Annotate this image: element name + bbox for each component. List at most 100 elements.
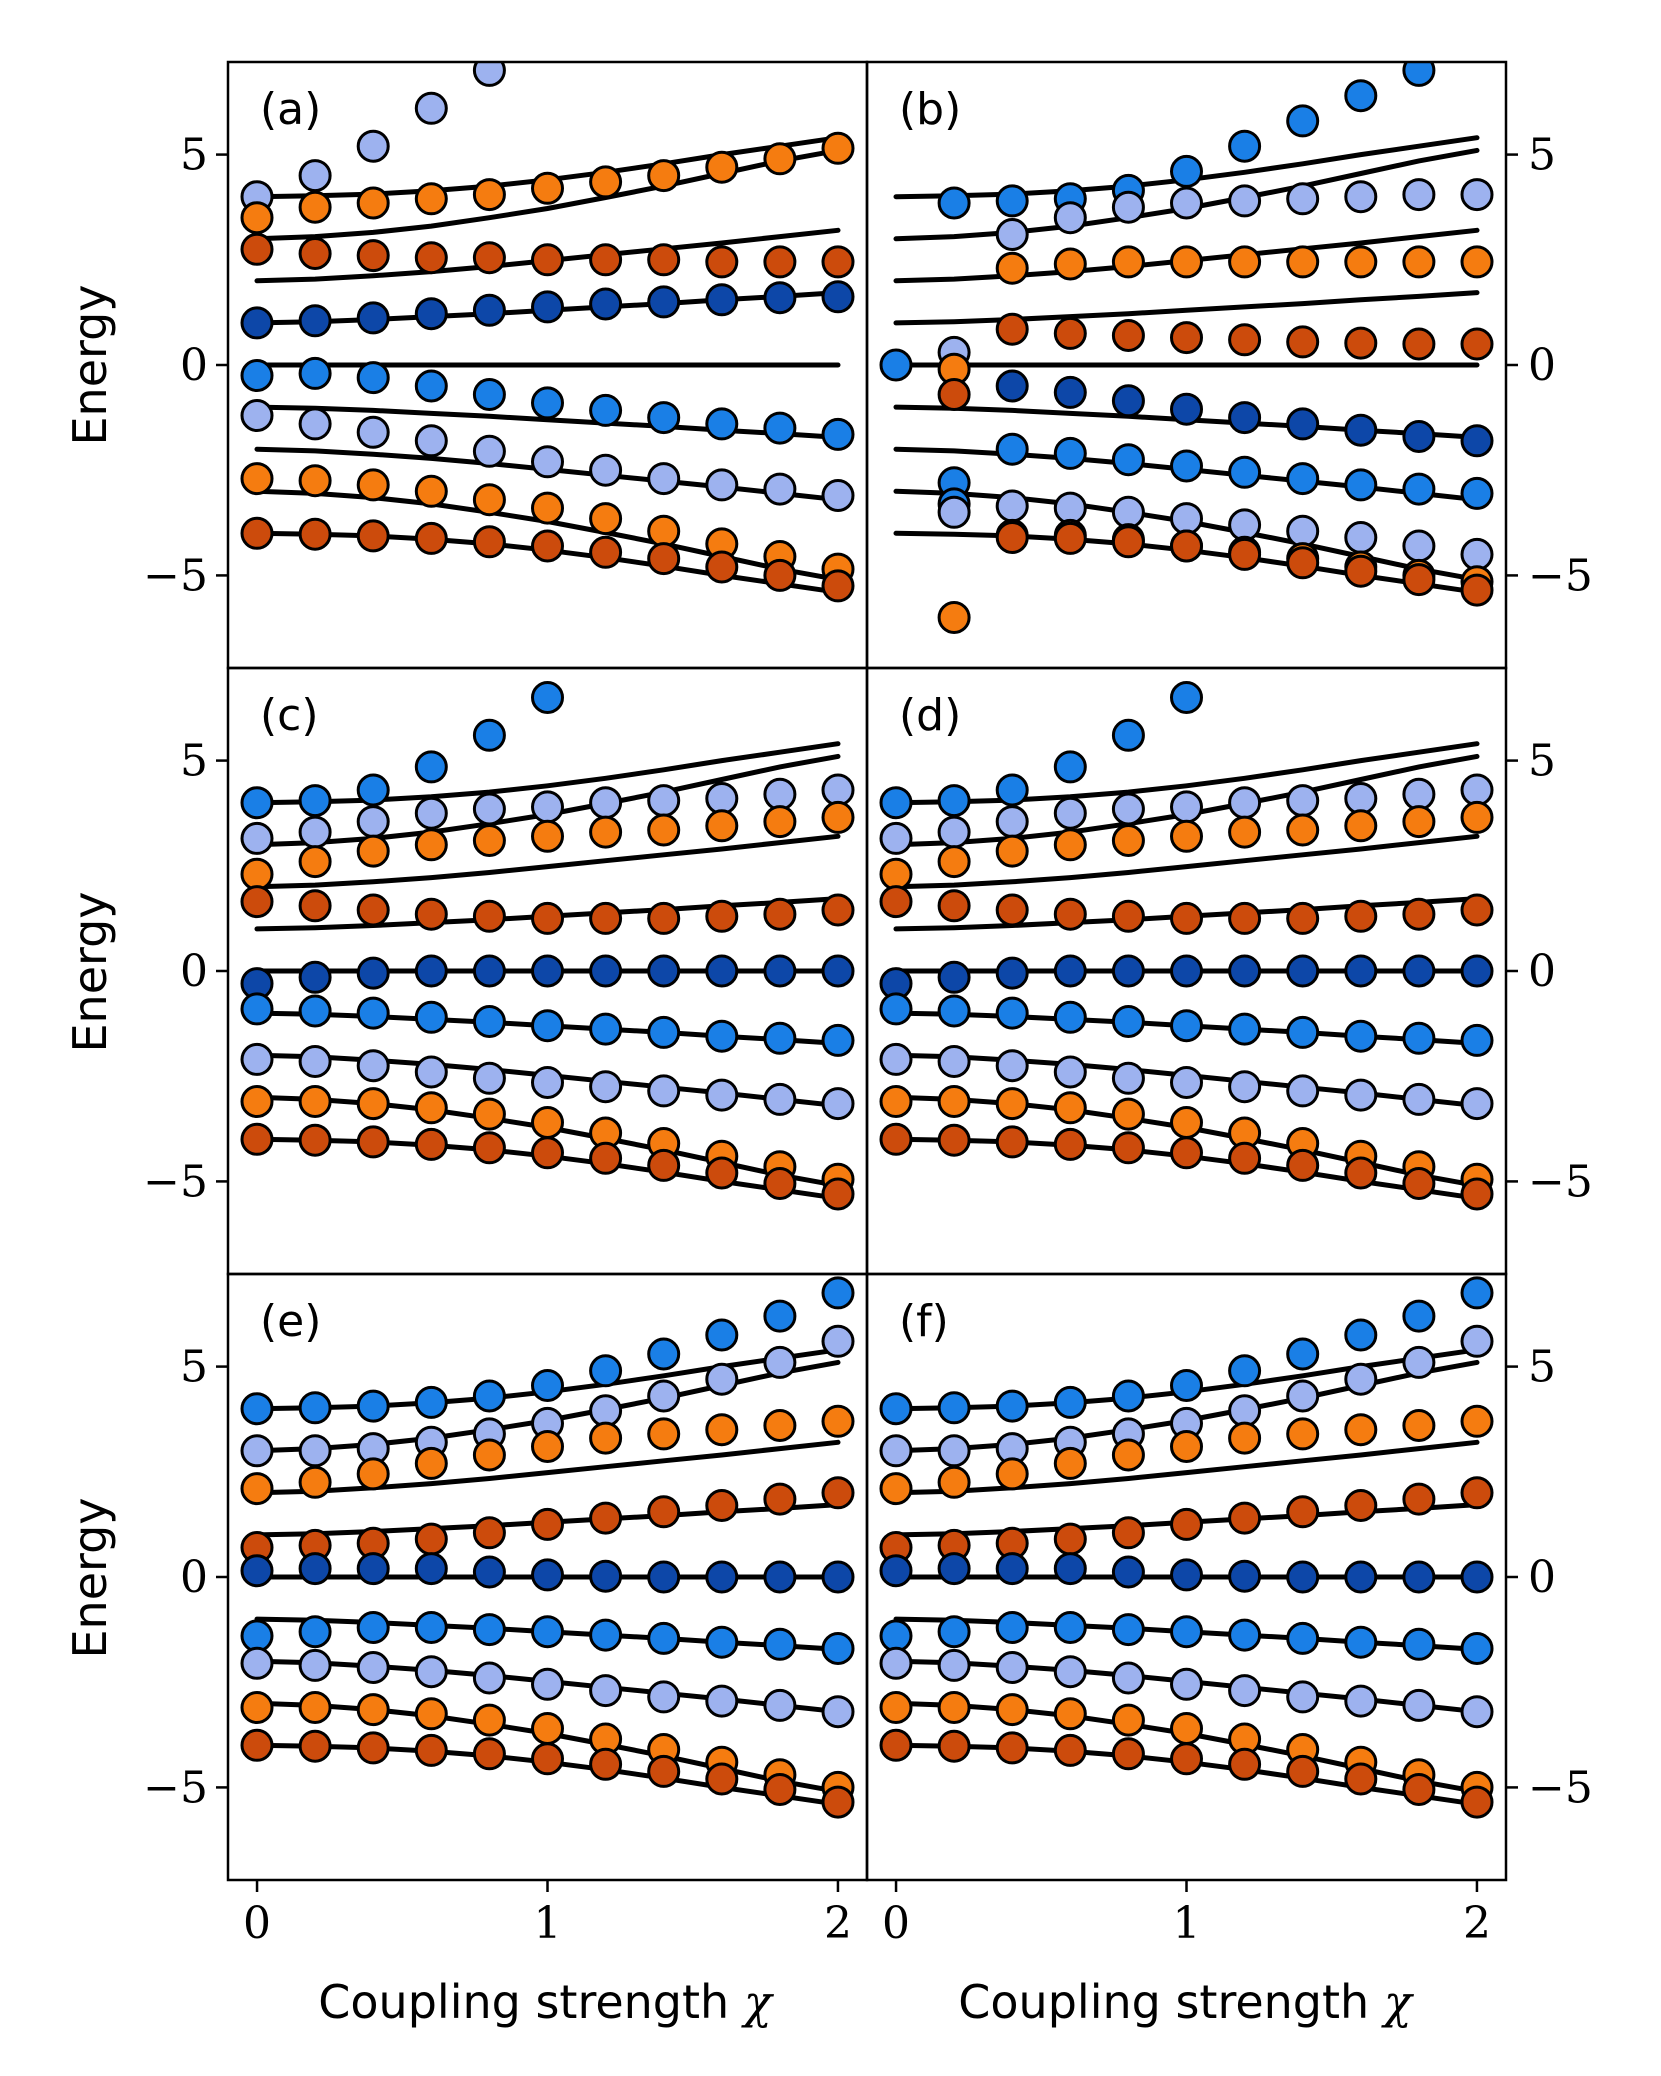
panel-b-point-light_blue-11-9 [1402,529,1436,563]
panel-a-point-orange-6-6 [589,502,623,536]
panel-e-point-blue-0-6 [589,1354,623,1388]
panel-f-point-dark_orange-3-3 [1053,1522,1087,1556]
panel-b-point-orange-2-9 [1402,245,1436,279]
panel-c-ytick-label-1: 0 [180,946,208,997]
panel-a-point-dark_blue-3-4 [472,293,506,327]
panel-b-point-orange-2-8 [1344,245,1378,279]
panel-a-point-dark_blue-3-10 [821,280,855,314]
panel-a-point-dark_orange-2-3 [414,241,448,275]
panel-a-point-orange-6-7 [647,514,681,548]
y-axis-label-top: Energy [63,284,117,445]
panel-a-point-light_blue-5-7 [647,462,681,496]
panel-f-point-light_blue-1-8 [1344,1362,1378,1396]
panel-a-reference-curve-1 [254,147,841,242]
panel-f-point-dark_orange-3-8 [1344,1489,1378,1522]
panel-d-point-light_blue-1-6 [1228,786,1262,820]
panel-e-point-light_blue-6-6 [589,1674,623,1708]
panel-f-point-light_blue-1-1 [937,1434,971,1468]
panel-b-point-blue-0-2 [995,184,1029,218]
panel-d-point-dark_blue-4-5 [1170,954,1203,988]
panel-c-point-dark_orange-8-5 [531,1136,564,1170]
panel-c-point-dark_blue-4-5 [531,954,564,988]
panel-c-point-dark_blue-4-4 [472,954,506,988]
panel-e-point-light_blue-1-8 [705,1362,739,1396]
panel-c-point-dark_orange-3-10 [821,893,855,927]
panel-d-point-blue-0-2 [995,773,1029,807]
panel-b-point-blue-9-9 [1402,472,1436,506]
panel-a-reference-curve-5 [254,404,841,440]
panel-b-point-orange-2-3 [1053,247,1087,281]
panel-d-point-orange-7-0 [879,1085,913,1118]
panel-f-point-blue-0-6 [1228,1354,1262,1388]
panel-f-point-dark_orange-8-1 [937,1729,971,1763]
panel-c-point-light_blue-1-3 [414,796,448,830]
panel-c [240,681,855,1211]
panel-c-point-blue-5-7 [647,1015,681,1049]
panel-c-point-light_blue-1-10 [821,773,855,807]
panel-d-point-dark_blue-4-9 [1402,954,1436,988]
panel-d-point-dark_orange-3-2 [995,893,1029,927]
panel-a-point-dark_blue-3-8 [705,283,739,317]
panel-a-point-dark_orange-7-2 [356,519,390,553]
panel-a-point-orange-6-4 [472,483,506,517]
panel-e-point-blue-5-5 [531,1615,564,1649]
panel-b-point-dark_orange-13-3 [1053,521,1087,555]
panel-e-point-dark_orange-3-5 [531,1507,564,1541]
panel-b-reference-curve-3 [893,290,1480,326]
panel-c-ytick-label-0: −5 [143,1156,208,1207]
panel-a-point-dark_orange-7-8 [705,550,739,584]
panel-e-point-light_blue-6-8 [705,1684,739,1718]
panel-b-point-dark_orange-3-2 [995,312,1029,346]
panel-c-point-orange-2-3 [414,828,448,862]
panel-e-point-blue-0-5 [531,1369,564,1402]
panel-d-point-light_blue-6-8 [1344,1078,1378,1112]
panel-a-point-light_blue-5-6 [589,453,623,487]
panel-c-point-dark_orange-8-8 [705,1156,739,1190]
panel-c-point-dark_orange-3-3 [414,897,448,931]
panel-f-point-blue-5-6 [1228,1618,1262,1652]
panel-c-point-light_blue-6-9 [763,1082,797,1116]
panel-f-point-orange-7-1 [937,1691,971,1724]
panel-b-point-dark_orange-13-10 [1460,573,1494,607]
panel-d-label: (d) [899,690,961,741]
panel-f-point-dark_blue-4-1 [937,1552,971,1586]
panel-e-point-orange-2-6 [589,1421,623,1455]
panel-c-point-dark_orange-3-8 [705,899,739,933]
panel-f-point-dark_orange-8-6 [1228,1747,1262,1781]
panel-d-point-dark_orange-8-4 [1111,1131,1145,1165]
panel-c-point-orange-7-4 [472,1097,506,1131]
panel-d-point-blue-5-7 [1286,1015,1320,1049]
panel-d-point-dark_orange-3-0 [879,885,913,919]
panel-c-point-blue-0-3 [414,750,448,784]
panel-e [240,1276,855,1819]
panel-c-point-light_blue-6-8 [705,1078,739,1112]
panel-f-point-orange-7-5 [1170,1712,1203,1745]
panel-e-point-blue-5-4 [472,1613,506,1647]
panel-b-point-dark_orange-3-6 [1228,323,1262,357]
panel-b-point-dark_blue-8-7 [1286,407,1320,441]
panel-e-point-blue-5-6 [589,1618,623,1652]
panel-f-point-dark_orange-3-5 [1170,1507,1203,1541]
panel-e-point-light_blue-6-3 [414,1655,448,1689]
panel-d-point-dark_orange-8-2 [995,1125,1029,1159]
panel-c-point-light_blue-6-2 [356,1049,390,1083]
panel-b-ytick-label-2: 5 [1528,130,1556,181]
panel-b-point-light_blue-1-7 [1286,182,1320,216]
panel-f-point-dark_blue-4-4 [1111,1555,1145,1589]
panel-e-point-blue-0-1 [298,1391,332,1425]
panel-a-point-blue-4-4 [472,378,506,411]
panel-d-point-light_blue-6-4 [1111,1061,1145,1095]
panel-e-point-blue-5-9 [763,1627,797,1661]
panel-d-point-dark_blue-4-4 [1111,954,1145,988]
panel-e-reference-curve-2 [254,1439,841,1496]
panel-e-point-dark_blue-4-5 [531,1558,564,1592]
panel-e-point-dark_blue-4-2 [356,1552,390,1586]
panel-e-point-dark_orange-8-2 [356,1731,390,1765]
panel-a-point-orange-1-6 [589,165,623,199]
axes-layer: (a) −5 0 5 (b) −5 0 5 (c) −5 0 5 (d) −5 0 5 (e) −5 0 5 0 1 2 (f… [143,60,1593,1949]
panel-c-point-dark_blue-4-2 [356,956,390,990]
panel-e-ytick-label-2: 5 [180,1342,208,1393]
panel-d-point-dark_orange-8-1 [937,1123,971,1157]
panel-a-point-light_blue-5-5 [531,445,564,479]
panel-c-point-light_blue-1-7 [647,784,681,818]
